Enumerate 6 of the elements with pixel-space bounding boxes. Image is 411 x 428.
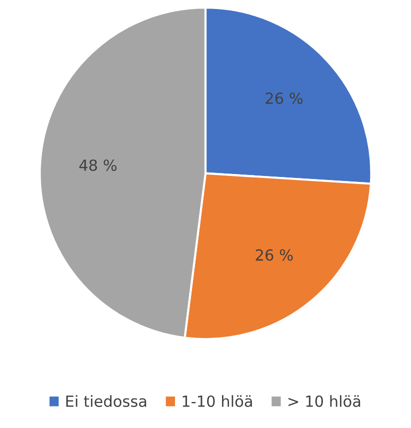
legend-label: 1-10 hlöä <box>182 395 252 408</box>
legend-label: Ei tiedossa <box>66 395 146 408</box>
data-label: 26 % <box>266 92 303 104</box>
legend-label: > 10 hlöä <box>288 395 360 408</box>
data-label: 26 % <box>256 249 293 261</box>
data-label: 48 % <box>79 159 117 172</box>
